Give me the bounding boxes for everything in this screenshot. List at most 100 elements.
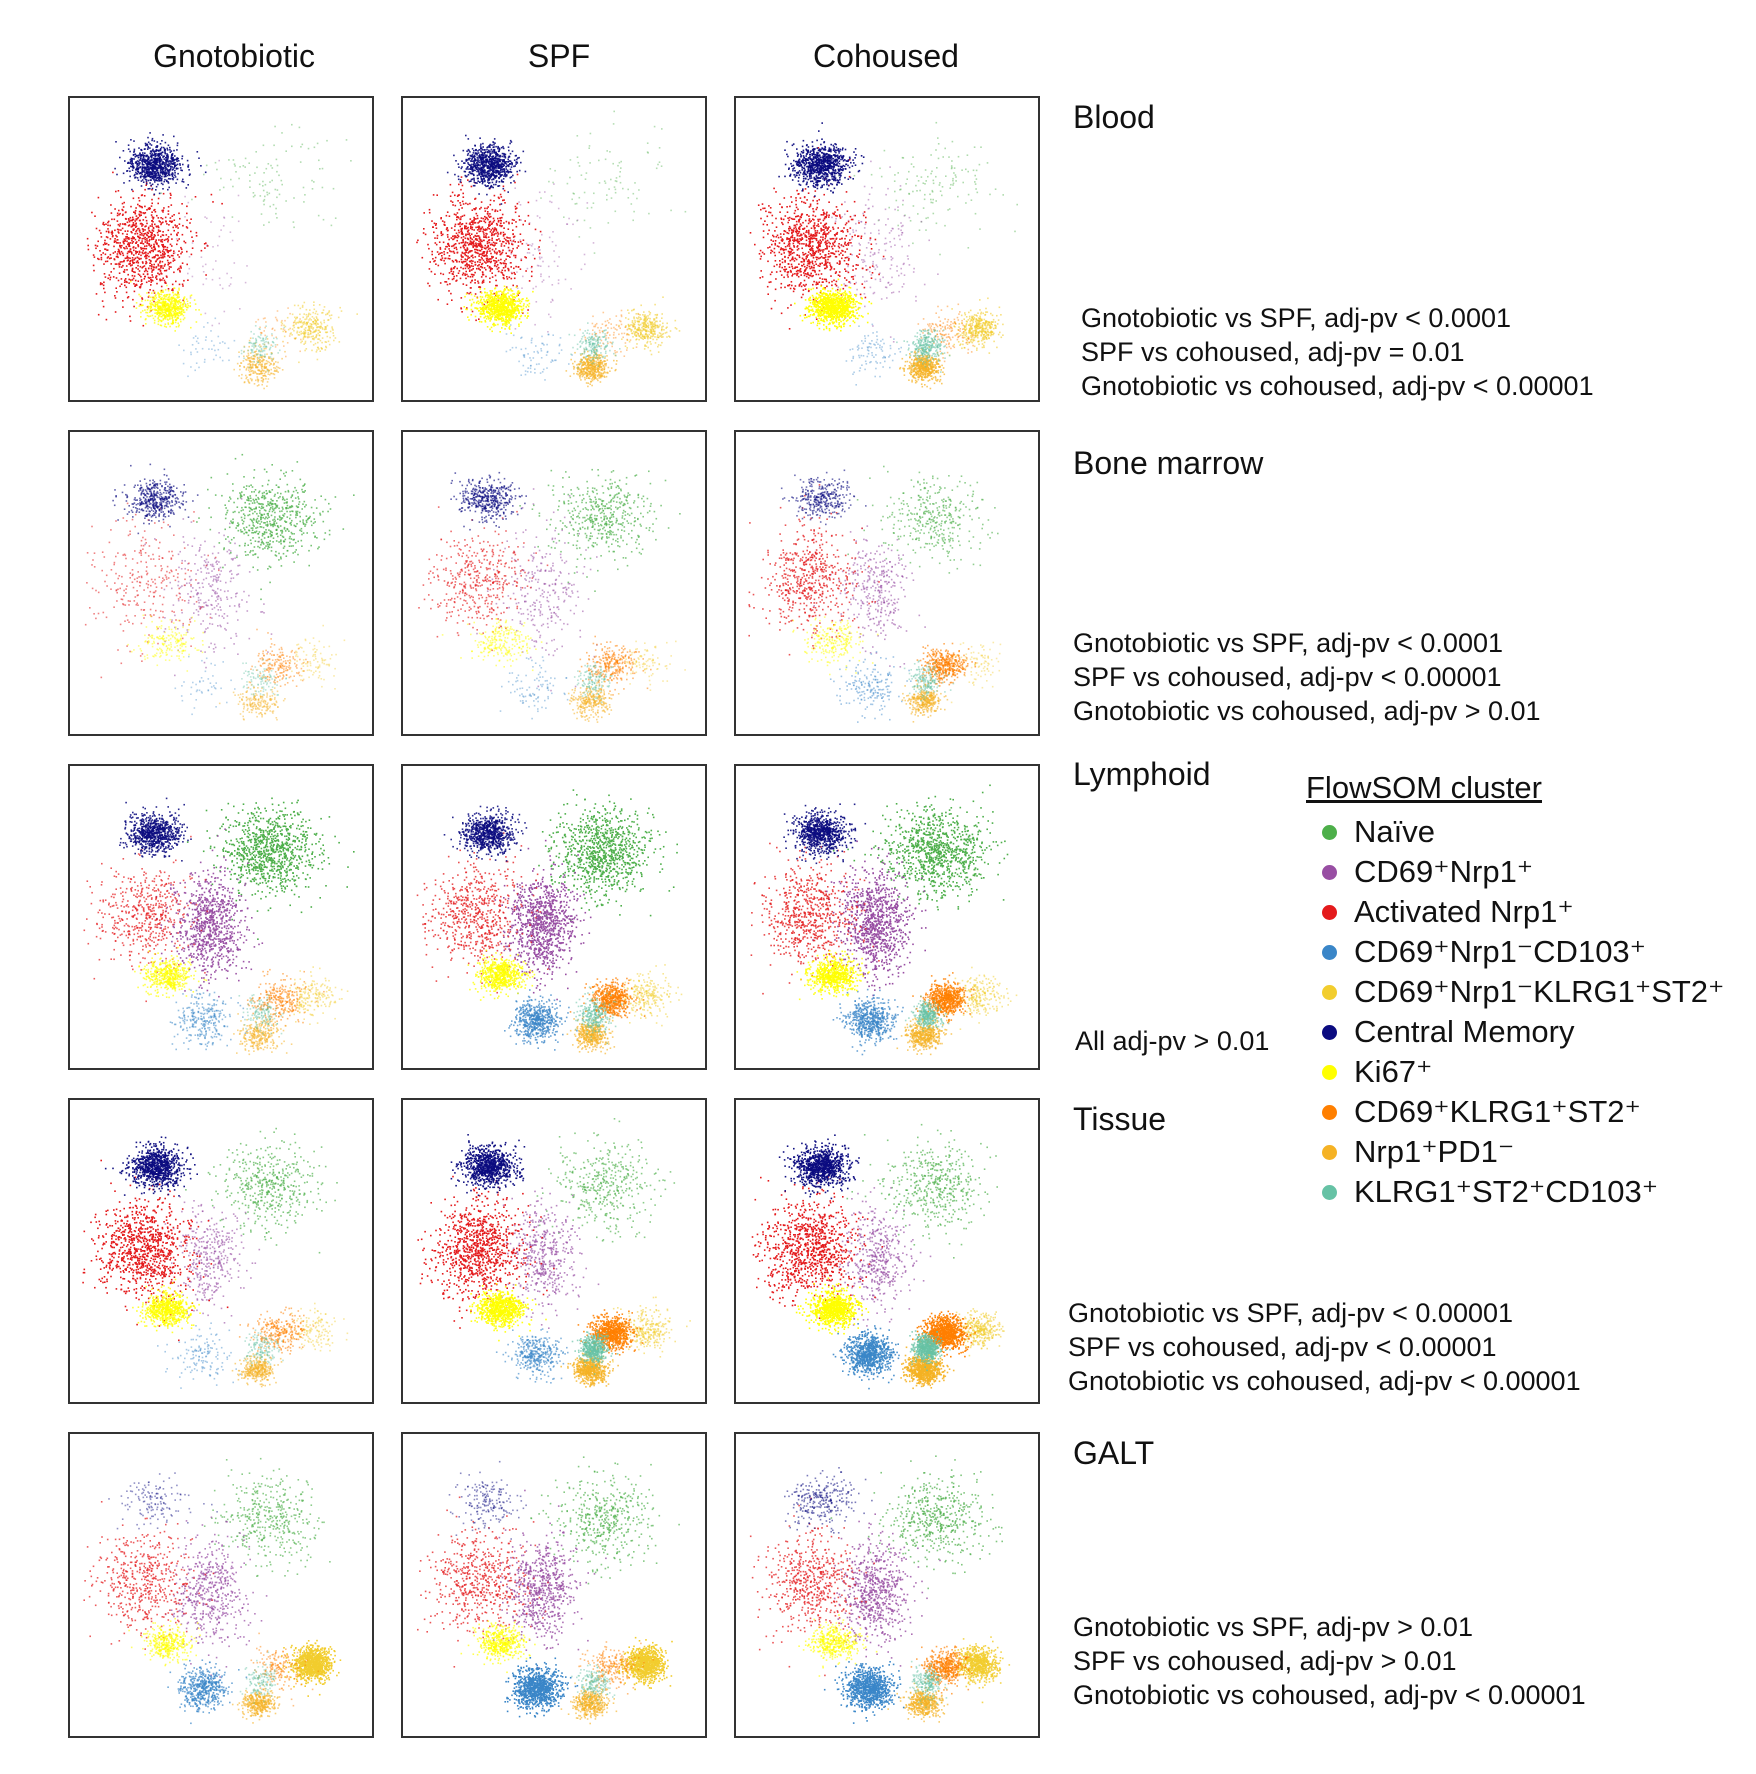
tsne-scatter bbox=[736, 766, 1038, 1068]
row-title-lymphoid: Lymphoid bbox=[1073, 756, 1211, 793]
cluster-points bbox=[778, 122, 864, 197]
legend-item: CD69⁺Nrp1⁺ bbox=[1306, 852, 1724, 892]
tsne-panel-galt-spf bbox=[401, 1432, 707, 1738]
cluster-points bbox=[450, 472, 527, 531]
tsne-panel-bone-marrow-gnotobiotic bbox=[68, 430, 374, 736]
legend-dot-icon bbox=[1322, 945, 1337, 960]
cluster-points bbox=[566, 351, 618, 388]
legend-label: Nrp1⁺PD1⁻ bbox=[1354, 1134, 1514, 1170]
cluster-points bbox=[784, 1467, 873, 1534]
legend-item: Central Memory bbox=[1306, 1012, 1724, 1052]
tsne-scatter bbox=[736, 1100, 1038, 1402]
cluster-points bbox=[280, 301, 358, 363]
cluster-points bbox=[504, 1657, 578, 1718]
cluster-points bbox=[442, 618, 543, 671]
cluster-points bbox=[175, 656, 236, 715]
tsne-scatter bbox=[70, 766, 372, 1068]
cluster-points bbox=[500, 656, 569, 719]
cluster-points bbox=[461, 1620, 536, 1673]
cluster-points bbox=[833, 989, 904, 1056]
legend-item: CD69⁺KLRG1⁺ST2⁺ bbox=[1306, 1092, 1724, 1132]
legend-label: Naïve bbox=[1354, 814, 1435, 850]
cluster-points bbox=[847, 466, 998, 574]
legend-items: Naïve CD69⁺Nrp1⁺ Activated Nrp1⁺ CD69⁺Nrp1⁻… bbox=[1306, 812, 1724, 1212]
legend-label: CD69⁺Nrp1⁻CD103⁺ bbox=[1354, 934, 1646, 970]
cluster-points bbox=[444, 806, 528, 862]
row-title-blood: Blood bbox=[1073, 99, 1155, 136]
tsne-scatter bbox=[736, 1434, 1038, 1736]
tsne-scatter bbox=[403, 766, 705, 1068]
column-title-spf: SPF bbox=[406, 38, 712, 75]
tsne-panel-blood-gnotobiotic bbox=[68, 96, 374, 402]
stat-galt-1: Gnotobiotic vs SPF, adj-pv > 0.01 bbox=[1073, 1612, 1473, 1643]
cluster-points bbox=[157, 1322, 241, 1389]
legend-label: Central Memory bbox=[1354, 1014, 1575, 1050]
cluster-points bbox=[833, 785, 1008, 911]
cluster-points bbox=[167, 1659, 247, 1724]
row-title-galt: GALT bbox=[1073, 1435, 1154, 1472]
cluster-points bbox=[464, 286, 534, 335]
tsne-panel-lymphoid-gnotobiotic bbox=[68, 764, 374, 1070]
legend-title: FlowSOM cluster bbox=[1306, 770, 1724, 806]
legend-dot-icon bbox=[1322, 1185, 1337, 1200]
tsne-scatter bbox=[403, 1100, 705, 1402]
legend-dot-icon bbox=[1322, 1025, 1337, 1040]
legend-item: CD69⁺Nrp1⁻CD103⁺ bbox=[1306, 932, 1724, 972]
cluster-points bbox=[798, 1614, 877, 1677]
cluster-points bbox=[476, 488, 598, 691]
cluster-points bbox=[105, 1136, 198, 1196]
row-title-bone-marrow: Bone marrow bbox=[1073, 445, 1263, 482]
cluster-points bbox=[751, 843, 880, 995]
stat-tissue-2: SPF vs cohoused, adj-pv < 0.00001 bbox=[1068, 1332, 1497, 1363]
cluster-points bbox=[792, 616, 878, 675]
stat-tissue-1: Gnotobiotic vs SPF, adj-pv < 0.00001 bbox=[1068, 1298, 1513, 1329]
cluster-points bbox=[119, 798, 192, 862]
cluster-points bbox=[247, 969, 325, 1029]
tsne-scatter bbox=[403, 1434, 705, 1736]
cluster-points bbox=[902, 681, 949, 723]
tsne-panel-lymphoid-spf bbox=[401, 764, 707, 1070]
tsne-scatter bbox=[70, 98, 372, 400]
tsne-scatter bbox=[70, 432, 372, 734]
cluster-points bbox=[506, 324, 573, 381]
legend-label: KLRG1⁺ST2⁺CD103⁺ bbox=[1354, 1174, 1658, 1210]
cluster-points bbox=[239, 1307, 314, 1359]
tsne-panel-tissue-spf bbox=[401, 1098, 707, 1404]
cluster-points bbox=[846, 324, 910, 386]
cluster-points bbox=[290, 625, 346, 690]
cluster-points bbox=[504, 989, 578, 1050]
legend-item: KLRG1⁺ST2⁺CD103⁺ bbox=[1306, 1172, 1724, 1212]
cluster-points bbox=[783, 803, 866, 864]
stat-galt-3: Gnotobiotic vs cohoused, adj-pv < 0.0000… bbox=[1073, 1680, 1586, 1711]
cluster-points bbox=[127, 615, 204, 672]
tsne-panel-tissue-gnotobiotic bbox=[68, 1098, 374, 1404]
cluster-points bbox=[248, 629, 309, 689]
cluster-points bbox=[620, 641, 686, 691]
cluster-points bbox=[537, 1118, 676, 1243]
legend-dot-icon bbox=[1322, 825, 1337, 840]
stat-blood-2: SPF vs cohoused, adj-pv = 0.01 bbox=[1081, 337, 1464, 368]
legend-item: Nrp1⁺PD1⁻ bbox=[1306, 1132, 1724, 1172]
cluster-points bbox=[232, 1353, 283, 1387]
cluster-points bbox=[618, 296, 680, 355]
cluster-points bbox=[165, 1517, 268, 1678]
column-title-gnotobiotic: Gnotobiotic bbox=[81, 38, 387, 75]
legend-dot-icon bbox=[1322, 985, 1337, 1000]
cluster-points bbox=[779, 1134, 860, 1199]
cluster-points bbox=[830, 651, 912, 723]
stat-lymphoid-1: All adj-pv > 0.01 bbox=[1075, 1026, 1269, 1057]
tsne-panel-blood-spf bbox=[401, 96, 707, 402]
tsne-panel-galt-cohoused bbox=[734, 1432, 1040, 1738]
stat-bone-marrow-1: Gnotobiotic vs SPF, adj-pv < 0.0001 bbox=[1073, 628, 1503, 659]
tsne-scatter bbox=[403, 98, 705, 400]
legend-dot-icon bbox=[1322, 865, 1337, 880]
cluster-points bbox=[196, 454, 355, 600]
legend-label: CD69⁺Nrp1⁺ bbox=[1354, 854, 1533, 890]
cluster-points bbox=[178, 318, 240, 378]
tsne-panel-bone-marrow-spf bbox=[401, 430, 707, 736]
stat-bone-marrow-3: Gnotobiotic vs cohoused, adj-pv > 0.01 bbox=[1073, 696, 1541, 727]
legend-label: CD69⁺Nrp1⁻KLRG1⁺ST2⁺ bbox=[1354, 974, 1724, 1010]
cluster-points bbox=[170, 989, 248, 1050]
legend-dot-icon bbox=[1322, 1065, 1337, 1080]
cluster-points bbox=[418, 506, 548, 651]
